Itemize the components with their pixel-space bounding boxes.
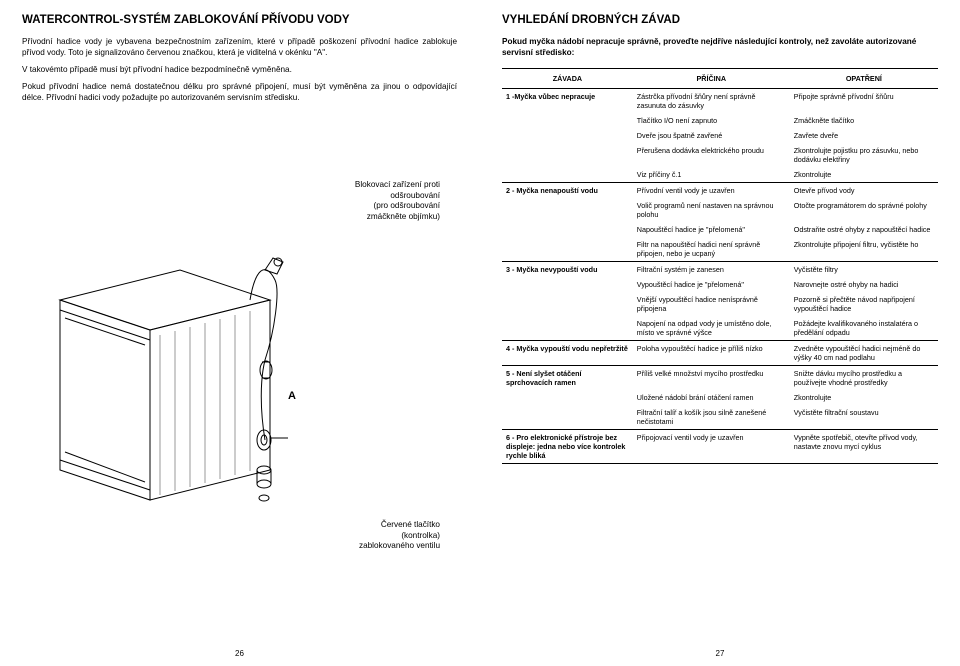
table-row: Volič programů není nastaven na správnou… — [502, 198, 938, 222]
cell-fault: 1 -Myčka vůbec nepracuje — [502, 89, 633, 114]
cell-cause: Vypouštěcí hadice je "přelomená" — [633, 277, 790, 292]
cell-remedy: Zkontrolujte připojení filtru, vyčistěte… — [790, 237, 938, 262]
cell-remedy: Připojte správně přívodní šňůru — [790, 89, 938, 114]
cell-remedy: Zkontrolujte pojistku pro zásuvku, nebo … — [790, 143, 938, 167]
cell-remedy: Narovnejte ostré ohyby na hadici — [790, 277, 938, 292]
table-row: Vypouštěcí hadice je "přelomená"Narovnej… — [502, 277, 938, 292]
cell-fault — [502, 405, 633, 430]
caption-blocking-device: Blokovací zařízení proti odšroubování (p… — [290, 180, 440, 223]
caption-line: (kontrolka) — [401, 531, 440, 540]
cell-cause: Filtrační talíř a košík jsou silně zaneš… — [633, 405, 790, 430]
table-row: Napouštěcí hadice je "přelomená"Odstraňt… — [502, 222, 938, 237]
cell-fault — [502, 113, 633, 128]
caption-line: odšroubování — [390, 191, 440, 200]
cell-remedy: Odstraňte ostré ohyby z napouštěcí hadic… — [790, 222, 938, 237]
table-row: 5 - Není slyšet otáčení sprchovacích ram… — [502, 366, 938, 391]
cell-remedy: Zmáčkněte tlačítko — [790, 113, 938, 128]
th-cause: PŘÍČINA — [633, 69, 790, 89]
left-title: WATERCONTROL-SYSTÉM ZABLOKOVÁNÍ PŘÍVODU … — [22, 14, 457, 26]
table-header-row: ZÁVADA PŘÍČINA OPATŘENÍ — [502, 69, 938, 89]
cell-fault — [502, 198, 633, 222]
cell-cause: Viz příčiny č.1 — [633, 167, 790, 183]
cell-remedy: Zvedněte vypouštěcí hadici nejméně do vý… — [790, 341, 938, 366]
cell-cause: Uložené nádobí brání otáčení ramen — [633, 390, 790, 405]
page-left: WATERCONTROL-SYSTÉM ZABLOKOVÁNÍ PŘÍVODU … — [0, 0, 480, 666]
cell-remedy: Pozorně si přečtěte návod napřipojení vy… — [790, 292, 938, 316]
left-para-1: Přívodní hadice vody je vybavena bezpečn… — [22, 36, 457, 58]
th-remedy: OPATŘENÍ — [790, 69, 938, 89]
cell-fault: 3 - Myčka nevypouští vodu — [502, 262, 633, 278]
cell-cause: Připojovací ventil vody je uzavřen — [633, 430, 790, 464]
cell-remedy: Zkontrolujte — [790, 167, 938, 183]
cell-fault: 2 - Myčka nenapouští vodu — [502, 183, 633, 199]
cell-remedy: Vyčistěte filtry — [790, 262, 938, 278]
cell-fault — [502, 292, 633, 316]
page-number-right: 27 — [716, 649, 725, 658]
cell-fault — [502, 390, 633, 405]
cell-cause: Poloha vypouštěcí hadice je příliš nízko — [633, 341, 790, 366]
table-row: Vnější vypouštěcí hadice nenísprávně při… — [502, 292, 938, 316]
cell-cause: Napouštěcí hadice je "přelomená" — [633, 222, 790, 237]
table-row: Tlačítko I/O není zapnutoZmáčkněte tlačí… — [502, 113, 938, 128]
table-row: 6 - Pro elektronické přístroje bez displ… — [502, 430, 938, 464]
table-row: Filtr na napouštěcí hadici není správně … — [502, 237, 938, 262]
cell-cause: Příliš velké množství mycího prostředku — [633, 366, 790, 391]
cell-remedy: Zkontrolujte — [790, 390, 938, 405]
cell-cause: Zástrčka přívodní šňůry není správně zas… — [633, 89, 790, 114]
cell-fault — [502, 222, 633, 237]
cell-cause: Napojení na odpad vody je umístěno dole,… — [633, 316, 790, 341]
table-row: 4 - Myčka vypouští vodu nepřetržitěPoloh… — [502, 341, 938, 366]
cell-remedy: Snižte dávku mycího prostředku a používe… — [790, 366, 938, 391]
table-row: Filtrační talíř a košík jsou silně zaneš… — [502, 405, 938, 430]
th-fault: ZÁVADA — [502, 69, 633, 89]
troubleshoot-table: ZÁVADA PŘÍČINA OPATŘENÍ 1 -Myčka vůbec n… — [502, 68, 938, 464]
left-para-2: V takovémto případě musí být přívodní ha… — [22, 64, 457, 75]
page-right: VYHLEDÁNÍ DROBNÝCH ZÁVAD Pokud myčka nád… — [480, 0, 960, 666]
cell-cause: Přívodní ventil vody je uzavřen — [633, 183, 790, 199]
cell-fault — [502, 237, 633, 262]
table-row: 2 - Myčka nenapouští voduPřívodní ventil… — [502, 183, 938, 199]
page-number-left: 26 — [235, 649, 244, 658]
caption-red-button: Červené tlačítko (kontrolka) zablokované… — [290, 520, 440, 552]
cell-fault — [502, 167, 633, 183]
table-row: 3 - Myčka nevypouští voduFiltrační systé… — [502, 262, 938, 278]
caption-line: Červené tlačítko — [381, 520, 440, 529]
caption-line: (pro odšroubování — [374, 201, 440, 210]
cell-remedy: Vyčistěte filtrační soustavu — [790, 405, 938, 430]
table-row: 1 -Myčka vůbec nepracujeZástrčka přívodn… — [502, 89, 938, 114]
cell-remedy: Otočte programátorem do správné polohy — [790, 198, 938, 222]
cell-fault — [502, 143, 633, 167]
cell-cause: Filtr na napouštěcí hadici není správně … — [633, 237, 790, 262]
cell-cause: Tlačítko I/O není zapnuto — [633, 113, 790, 128]
cell-fault — [502, 316, 633, 341]
cell-cause: Přerušena dodávka elektrického proudu — [633, 143, 790, 167]
table-row: Napojení na odpad vody je umístěno dole,… — [502, 316, 938, 341]
cell-cause: Dveře jsou špatně zavřené — [633, 128, 790, 143]
cell-fault: 6 - Pro elektronické přístroje bez displ… — [502, 430, 633, 464]
cell-remedy: Otevře přívod vody — [790, 183, 938, 199]
cell-fault — [502, 128, 633, 143]
cell-fault: 4 - Myčka vypouští vodu nepřetržitě — [502, 341, 633, 366]
caption-line: Blokovací zařízení proti — [355, 180, 440, 189]
table-row: Uložené nádobí brání otáčení ramenZkontr… — [502, 390, 938, 405]
caption-line: zablokovaného ventilu — [359, 541, 440, 550]
table-row: Přerušena dodávka elektrického prouduZko… — [502, 143, 938, 167]
cell-remedy: Požádejte kvalifikovaného instalatéra o … — [790, 316, 938, 341]
table-row: Viz příčiny č.1Zkontrolujte — [502, 167, 938, 183]
cell-remedy: Vypněte spotřebič, otevřte přívod vody, … — [790, 430, 938, 464]
cell-fault — [502, 277, 633, 292]
cell-remedy: Zavřete dveře — [790, 128, 938, 143]
left-para-3: Pokud přívodní hadice nemá dostatečnou d… — [22, 81, 457, 103]
cell-cause: Vnější vypouštěcí hadice nenísprávně při… — [633, 292, 790, 316]
table-row: Dveře jsou špatně zavřenéZavřete dveře — [502, 128, 938, 143]
dishwasher-icon — [40, 230, 300, 530]
right-intro: Pokud myčka nádobí nepracuje správně, pr… — [502, 36, 938, 58]
caption-line: zmáčkněte objímku) — [367, 212, 440, 221]
right-title: VYHLEDÁNÍ DROBNÝCH ZÁVAD — [502, 14, 938, 26]
cell-cause: Filtrační systém je zanesen — [633, 262, 790, 278]
cell-fault: 5 - Není slyšet otáčení sprchovacích ram… — [502, 366, 633, 391]
cell-cause: Volič programů není nastaven na správnou… — [633, 198, 790, 222]
